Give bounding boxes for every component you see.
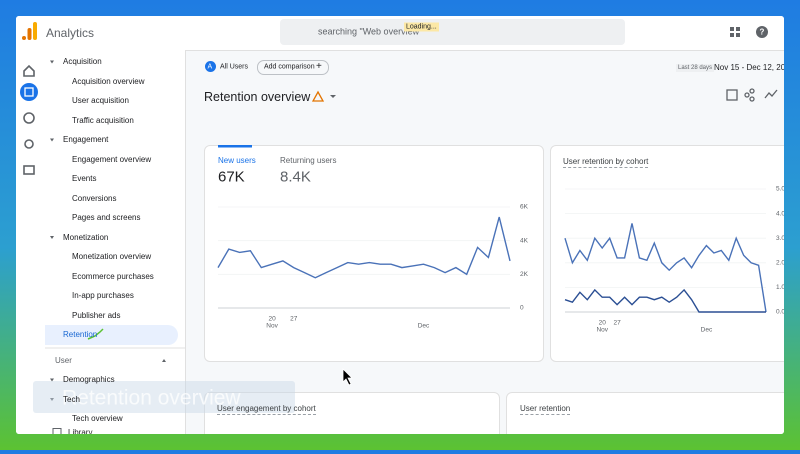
overlay-caption: Retention overview [62,386,241,410]
page-title: Retention overview [204,89,311,104]
y-tick-label: 4.0% [776,210,791,217]
add-comparison-button[interactable] [257,60,329,75]
y-tick-label: 4K [520,237,529,244]
x-tick-label: 20 [268,316,276,323]
header-icons: ? [730,26,768,38]
svg-text:?: ? [760,28,765,37]
x-tick-month: Nov [266,323,278,330]
nav-group: User [55,355,72,365]
cursor [342,368,353,386]
nav-item[interactable]: Conversions [72,193,117,203]
x-tick-month: Nov [596,327,608,334]
library-icon [52,428,62,434]
data-line [217,216,511,279]
caret [162,359,166,362]
nav-item[interactable]: Events [72,174,97,183]
y-tick-label: 6K [520,204,529,211]
nav-section[interactable]: Monetization [63,232,109,242]
data-line [564,223,767,313]
overlay-caption-box [33,381,295,413]
users-card [204,145,544,362]
nav-section[interactable]: Tech [63,394,80,404]
x-tick-label: 27 [613,320,621,327]
active-highlight [45,325,178,345]
x-tick-month: Dec [701,327,713,334]
nav [45,50,186,434]
nav-item[interactable]: Traffic acquisition [72,115,134,125]
scribble [87,328,104,340]
nav-item[interactable]: Tech overview [72,414,123,423]
nav-item[interactable]: Monetization overview [72,252,152,261]
nav-item[interactable]: Engagement overview [72,154,152,164]
title-icons[interactable] [312,90,340,104]
y-tick-label: 0 [520,305,524,312]
action-icons[interactable] [725,88,780,102]
active-tab-underline [218,145,252,148]
nav-section[interactable]: Demographics [63,375,115,384]
card-title: User retention by cohort [563,157,649,168]
nav-item[interactable]: Ecommerce purchases [72,271,154,281]
tab-label[interactable]: Returning users [280,156,337,165]
card-title: User engagement by cohort [217,404,316,415]
logo [22,22,37,40]
caret [50,236,54,239]
segment[interactable]: All Users [220,63,249,71]
caret [50,138,54,142]
tab-value: 67K [218,168,245,186]
y-tick-label: 2.0% [776,260,791,267]
y-tick-label: 5.0% [776,186,791,193]
caret [50,398,54,401]
date-label: Last 28 days [676,64,715,72]
search-text: searching "Web overview" [318,26,423,37]
loading-badge: Loading... [404,22,439,32]
y-tick-label: 1.0% [776,284,791,291]
tab-value: 8.4K [280,168,311,186]
nav-section[interactable]: Acquisition [63,57,102,66]
tab-label[interactable]: New users [218,156,256,165]
engagement-card [204,392,500,434]
nav-item[interactable]: Pages and screens [72,213,141,222]
nav-item[interactable]: Publisher ads [72,310,121,320]
caret [50,60,54,64]
y-tick-label: 2K [520,271,529,278]
caret [50,378,54,382]
rail-icons[interactable] [18,56,42,181]
add-comparison: Add comparison [264,63,315,71]
nav-library[interactable]: Library [68,427,93,437]
app-name: Analytics [46,26,95,40]
x-tick-label: 27 [290,316,298,323]
segment-badge: A [207,63,213,71]
plus-icon: + [316,60,322,72]
nav-item-active[interactable]: Retention [63,330,98,339]
card-title: User retention [520,404,571,415]
x-tick-month: Dec [418,323,430,330]
y-tick-label: 0.0% [776,309,791,316]
segment-badge-bg [205,61,216,72]
date-range[interactable]: Nov 15 - Dec 12, 202 [714,63,790,72]
retention-card [506,392,784,434]
nav-section[interactable]: Engagement [63,135,109,144]
data-line [564,288,766,313]
y-tick-label: 3.0% [776,235,791,242]
search-box[interactable] [280,19,625,45]
x-tick-label: 20 [599,320,607,327]
nav-item[interactable]: In-app purchases [72,291,134,300]
nav-item[interactable]: User acquisition [72,96,129,105]
nav-item[interactable]: Acquisition overview [72,76,145,86]
